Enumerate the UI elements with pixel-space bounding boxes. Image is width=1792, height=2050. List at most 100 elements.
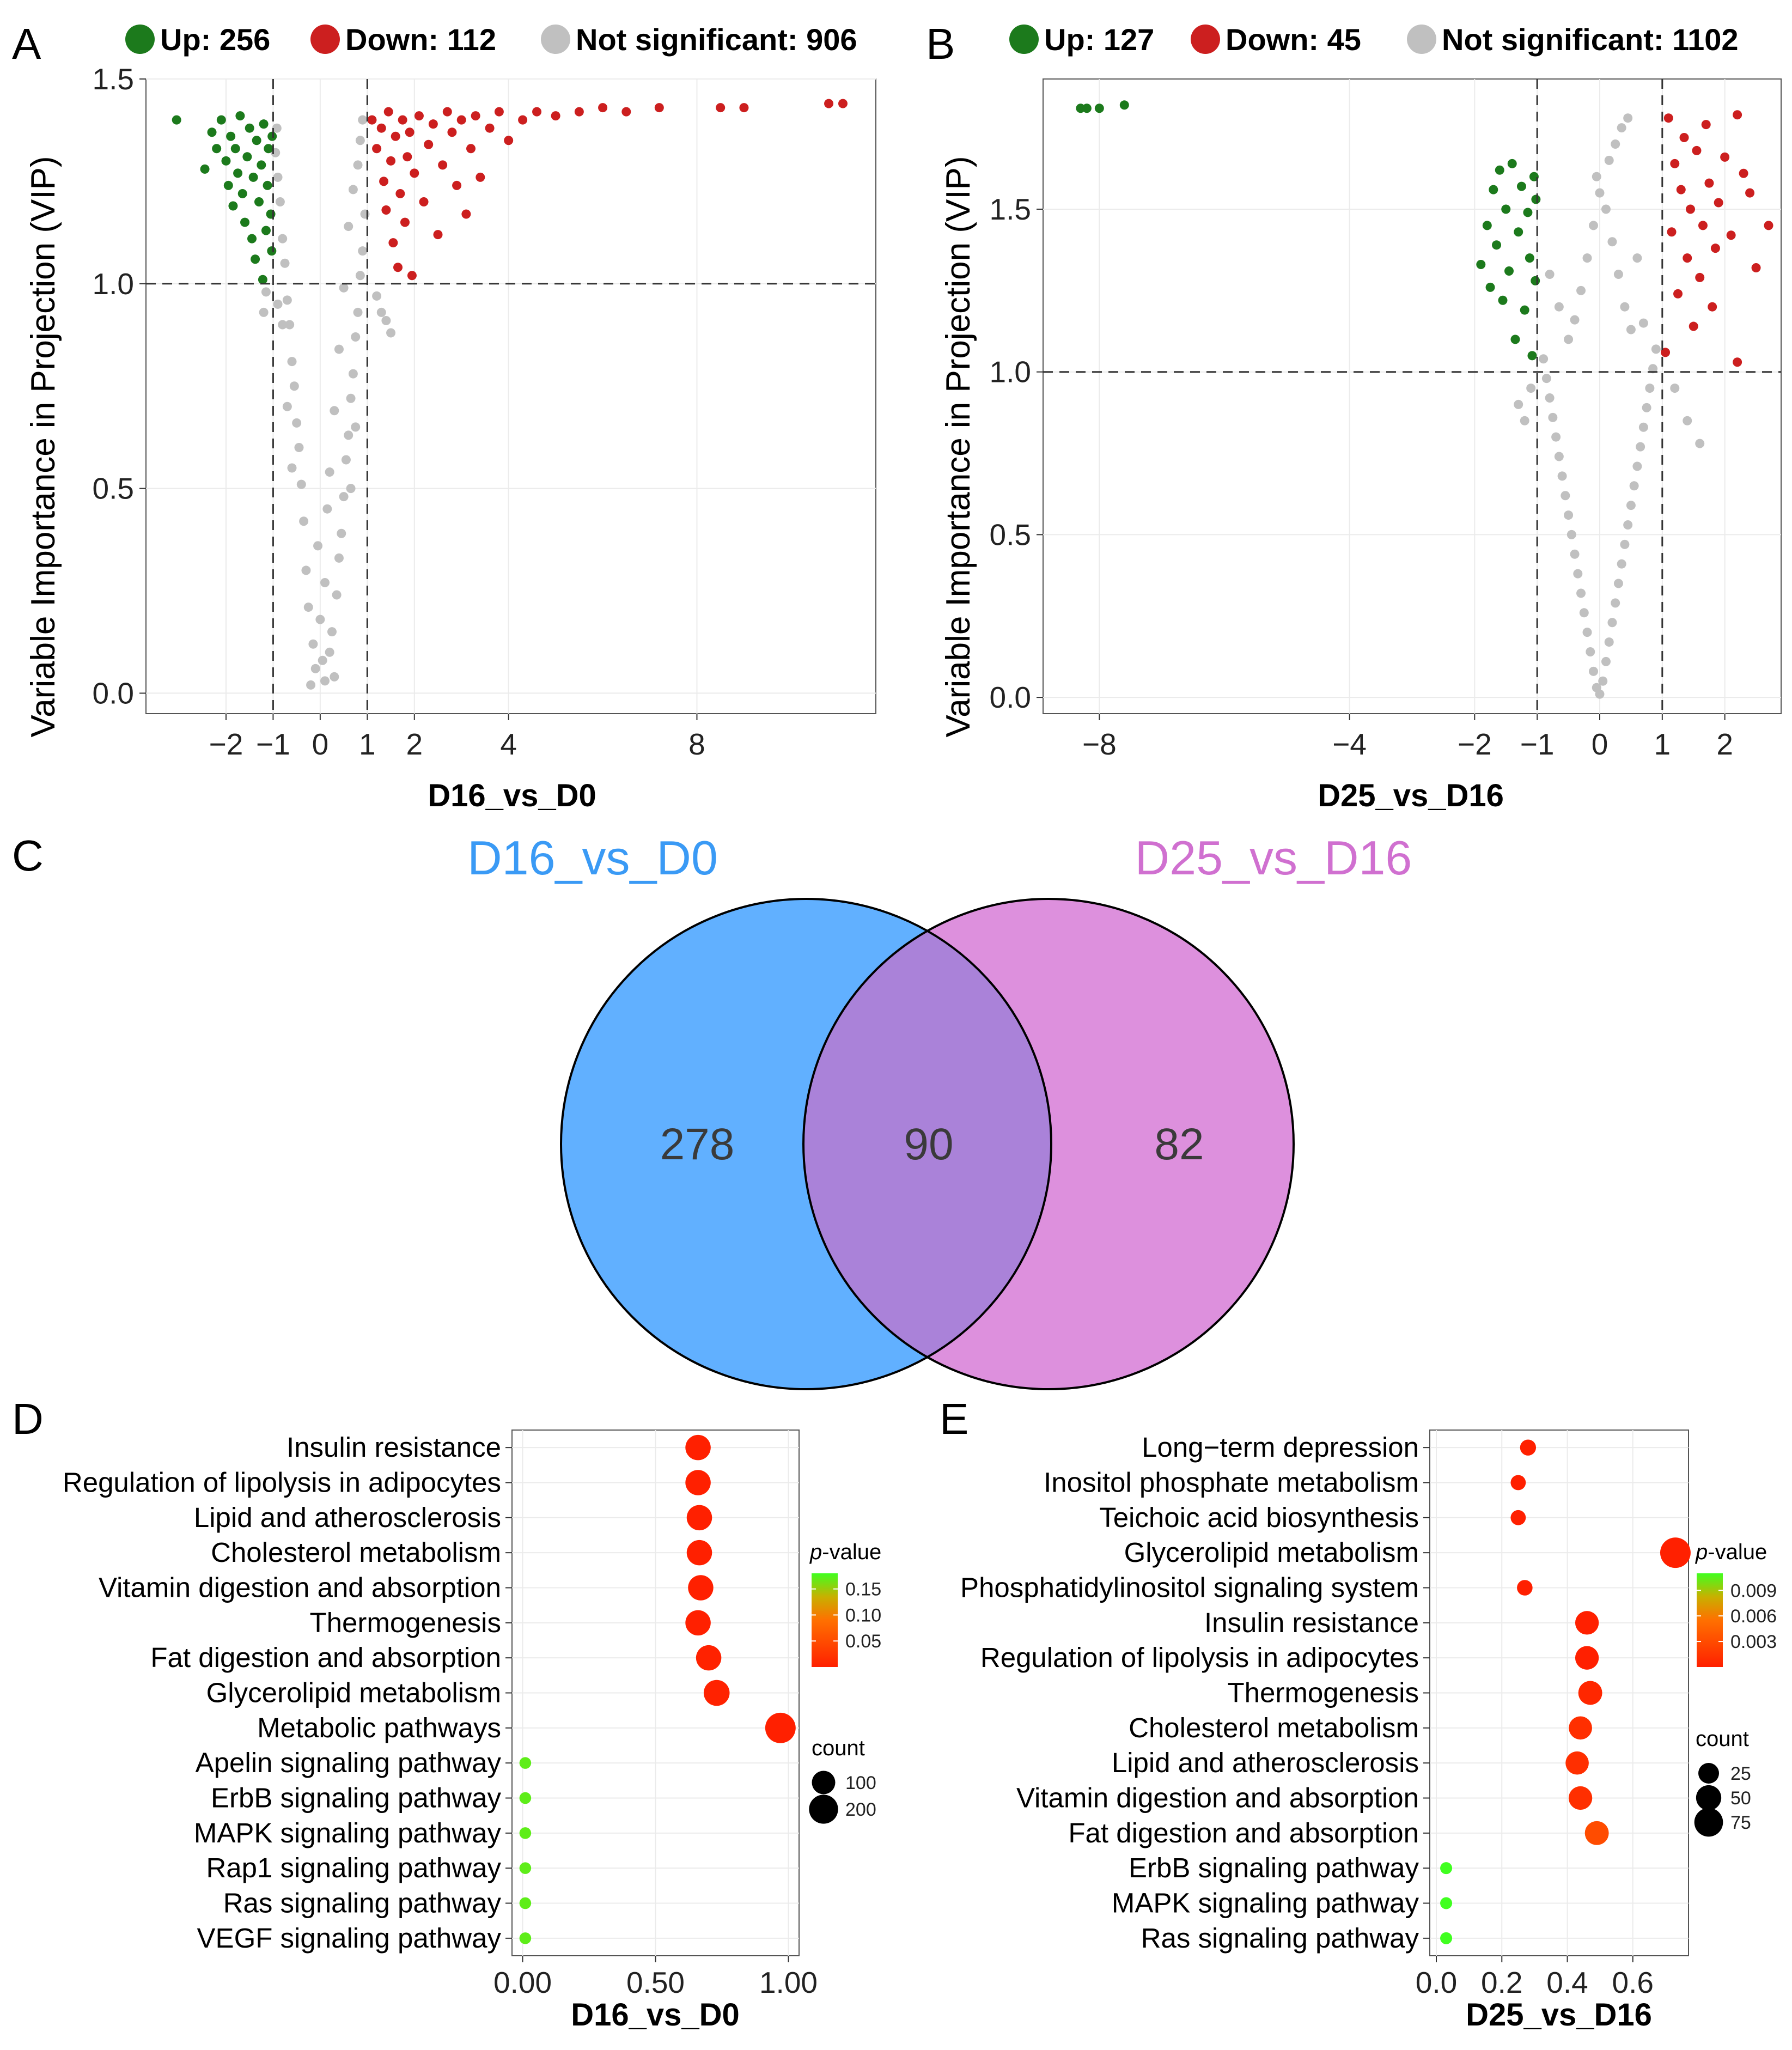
point-not-significant (292, 418, 302, 428)
category-labels-e: Long−term depression Inositol phosphate m… (960, 1432, 1419, 1954)
point-not-significant (1636, 442, 1645, 452)
point-up (221, 156, 231, 166)
point-down (388, 238, 398, 248)
point-down (452, 180, 462, 190)
point-down (367, 115, 377, 125)
legend-b-ns-swatch (1407, 25, 1436, 54)
category-label: Fat digestion and absorption (150, 1642, 501, 1673)
panel-d: D Insulin resistance Regulation of lipoly… (12, 1395, 881, 2033)
point-down (1698, 221, 1708, 230)
point-down (1701, 120, 1711, 130)
point-not-significant (355, 136, 365, 145)
xlabel-e: D25_vs_D16 (1466, 1997, 1652, 2033)
dot (1510, 1510, 1526, 1525)
point-not-significant (351, 422, 361, 432)
point-up (1501, 204, 1511, 214)
ytick-label: 0.0 (990, 680, 1031, 714)
panel-label-b: B (926, 20, 955, 68)
point-up (1520, 305, 1529, 315)
point-up (1119, 100, 1129, 110)
xtick-label: 0.6 (1612, 1966, 1654, 1999)
panel-a: A Up: 256 Down: 112 Not significant: 906… (12, 20, 876, 813)
point-not-significant (1645, 384, 1655, 393)
legend-a-down-swatch (310, 25, 340, 54)
point-not-significant (320, 577, 330, 587)
point-not-significant (1611, 139, 1620, 149)
colorbar-d-ticks: 0.05 0.10 0.15 (812, 1579, 881, 1652)
point-up (266, 209, 276, 219)
legend-a-up-label: Up: 256 (160, 22, 270, 57)
colorbar-d-title-p: p (809, 1540, 822, 1564)
colorbar-e-ticks: 0.003 0.006 0.009 (1697, 1580, 1777, 1652)
point-not-significant (1564, 334, 1574, 344)
xtick-label: 0.50 (626, 1966, 685, 1999)
point-down (1720, 152, 1730, 162)
point-not-significant (299, 516, 309, 526)
point-down (403, 152, 412, 162)
point-not-significant (334, 344, 344, 354)
point-not-significant (348, 369, 358, 379)
xtick-label: 4 (500, 727, 517, 761)
dot (686, 1540, 712, 1566)
venn-count-left: 278 (660, 1120, 735, 1169)
dot (1660, 1537, 1691, 1568)
point-not-significant (1626, 325, 1636, 334)
xtick-label: 2 (1716, 727, 1733, 761)
dot (1565, 1751, 1589, 1775)
point-up (258, 275, 267, 284)
point-up (264, 144, 273, 154)
ytick-label: 1.0 (93, 267, 134, 301)
point-down (518, 115, 528, 125)
point-up (267, 131, 277, 141)
point-not-significant (339, 492, 349, 502)
point-down (1685, 204, 1695, 214)
point-down (433, 230, 443, 240)
point-down (1695, 272, 1705, 282)
point-not-significant (1595, 188, 1605, 198)
point-up (1489, 185, 1498, 194)
point-down (1692, 145, 1702, 155)
point-down (574, 107, 584, 117)
category-label: VEGF signaling pathway (197, 1923, 502, 1954)
ytick-label: 0.5 (990, 518, 1031, 551)
point-not-significant (259, 307, 269, 317)
point-down (379, 177, 389, 186)
point-not-significant (1670, 384, 1680, 393)
point-down (461, 209, 471, 219)
colorbar-e: p-value 0.003 0.006 0.009 (1695, 1540, 1777, 1667)
point-up (251, 254, 260, 264)
ticks-e: 0.0 0.2 0.4 0.6 (1416, 1447, 1654, 1999)
venn-count-right: 82 (1154, 1120, 1204, 1169)
xtick-label: 0.2 (1481, 1966, 1522, 1999)
size-legend-e-title: count (1696, 1727, 1749, 1751)
point-up (261, 226, 271, 235)
category-label: Insulin resistance (287, 1432, 501, 1463)
point-not-significant (348, 185, 358, 194)
dot (1569, 1716, 1592, 1740)
point-not-significant (381, 315, 391, 325)
points-b (1076, 100, 1773, 699)
point-down (1745, 188, 1755, 198)
point-not-significant (1601, 204, 1611, 214)
category-label: Apelin signaling pathway (196, 1747, 502, 1778)
point-not-significant (376, 307, 386, 317)
point-not-significant (301, 565, 311, 575)
dot (519, 1897, 532, 1909)
point-not-significant (282, 295, 292, 305)
point-up (252, 136, 261, 145)
dots-d (519, 1434, 796, 1944)
point-not-significant (1632, 461, 1642, 471)
legend-b-ns-label: Not significant: 1102 (1442, 22, 1739, 57)
point-up (237, 188, 247, 198)
point-not-significant (334, 553, 344, 563)
dot (519, 1757, 532, 1769)
category-label: Glycerolipid metabolism (206, 1677, 501, 1708)
point-not-significant (310, 664, 320, 673)
category-labels-d: Insulin resistance Regulation of lipolysi… (63, 1432, 502, 1954)
colorbar-tick-label: 0.15 (845, 1579, 881, 1600)
point-not-significant (296, 479, 306, 489)
point-not-significant (287, 357, 297, 367)
xtick-label: −2 (1458, 727, 1492, 761)
point-up (1504, 266, 1514, 276)
point-down (471, 111, 480, 121)
